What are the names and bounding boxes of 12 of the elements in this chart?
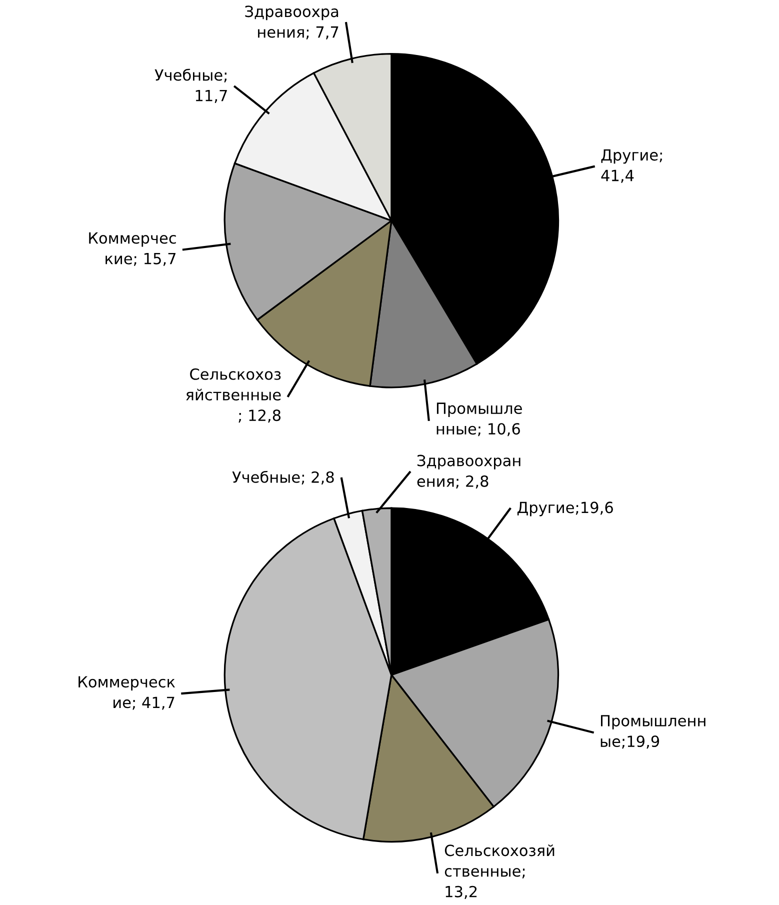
slice-label: Здравоохра нения; 7,7 (245, 6, 338, 40)
slice-label: Сельскохоз яйственные ; 12,8 (186, 368, 281, 423)
slice-label: Промышле нные; 10,6 (436, 402, 522, 436)
slice-label: Сельскохозяй ственные; 13,2 (444, 844, 554, 899)
slice-label: Коммерческ ие; 41,7 (78, 676, 175, 710)
slice-label: Промышленн ые;19,9 (600, 715, 706, 749)
slice-label: Учебные; 11,7 (154, 68, 227, 103)
slice-label: Другие; 41,4 (601, 149, 662, 183)
slice-label: Другие;19,6 (517, 502, 613, 516)
slice-label: Здравоохран ения; 2,8 (417, 454, 520, 489)
slice-label: Коммерчес кие; 15,7 (89, 232, 176, 266)
slice-label: Учебные; 2,8 (232, 470, 334, 484)
